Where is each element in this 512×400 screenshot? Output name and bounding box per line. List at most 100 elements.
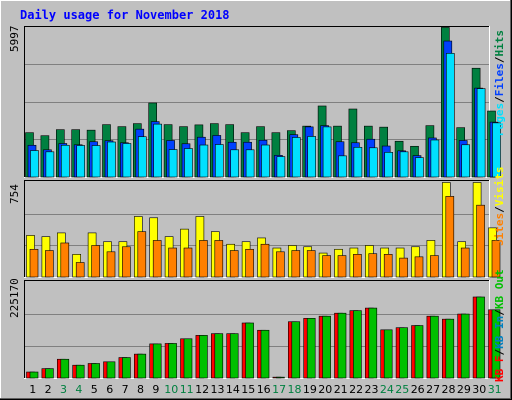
day-label-13: 13	[211, 383, 225, 396]
kbout-bar	[106, 361, 116, 379]
sites-bar	[368, 253, 378, 278]
legend-kb: KB F/KB In/KB Out	[493, 269, 506, 382]
pages-bar	[168, 149, 178, 178]
kbout-bar	[214, 333, 224, 379]
day-label-6: 6	[106, 383, 113, 396]
day-label-2: 2	[45, 383, 52, 396]
kbout-bar	[276, 376, 285, 379]
kbout-bar	[476, 296, 485, 379]
kbout-bar	[60, 358, 70, 379]
day-label-22: 22	[349, 383, 363, 396]
sites-bar	[137, 231, 147, 278]
sites-bar	[45, 250, 54, 278]
sites-bar	[414, 256, 424, 278]
legend-text: Pages/Files/Hits	[493, 30, 506, 136]
day-label-25: 25	[395, 383, 409, 396]
legend-pages-files-hits: Pages/Files/Hits	[493, 30, 506, 136]
day-label-4: 4	[75, 383, 82, 396]
day-label-21: 21	[334, 383, 348, 396]
pages-bar	[91, 145, 101, 178]
day-label-29: 29	[457, 383, 471, 396]
sites-bar	[491, 240, 501, 278]
pages-bar	[415, 157, 424, 178]
sites-bar	[60, 242, 70, 278]
day-label-7: 7	[122, 383, 129, 396]
kbout-bar	[306, 318, 316, 379]
legend-entry: /	[493, 309, 506, 316]
kbout-bar	[45, 368, 54, 379]
legend-text: Sites/Visits	[493, 167, 506, 247]
legend-entry: Hits	[493, 30, 506, 57]
kbout-bar	[322, 315, 331, 379]
kbout-bar	[75, 364, 85, 379]
pages-bar	[153, 123, 162, 178]
legend-entry: Pages	[493, 103, 506, 136]
kbout-bar	[137, 353, 147, 379]
legend-entry: KB F	[493, 356, 506, 383]
pages-bar	[76, 145, 85, 178]
kbout-bar	[399, 327, 408, 379]
day-label-18: 18	[288, 383, 302, 396]
pages-bar	[30, 150, 39, 178]
pages-bar	[307, 136, 317, 178]
day-label-30: 30	[472, 383, 486, 396]
legend-entry: /	[493, 96, 506, 103]
sites-bar	[353, 254, 362, 278]
sites-bar	[399, 257, 408, 278]
sites-bar	[214, 240, 224, 278]
pages-bar	[215, 144, 224, 178]
pages-bar	[45, 151, 55, 178]
sites-bar	[106, 251, 116, 278]
day-label-27: 27	[426, 383, 440, 396]
sites-bar	[229, 250, 239, 278]
sites-bar	[306, 250, 316, 278]
sites-bar	[29, 248, 39, 278]
kbout-bar	[29, 371, 39, 379]
legend-entry: /	[493, 56, 506, 63]
day-label-5: 5	[91, 383, 98, 396]
legend-entry: KB In	[493, 316, 506, 349]
sites-bar	[168, 247, 177, 278]
sites-bar	[276, 251, 285, 278]
day-label-26: 26	[411, 383, 425, 396]
kbout-bar	[183, 338, 193, 379]
day-label-16: 16	[257, 383, 271, 396]
pages-bar	[322, 126, 332, 178]
kbout-bar	[152, 343, 162, 379]
pages-bar	[430, 139, 440, 178]
legend-entry: Sites	[493, 213, 506, 246]
day-label-19: 19	[303, 383, 317, 396]
kbout-bar	[383, 329, 393, 379]
sites-bar	[430, 255, 439, 278]
kbout-bar	[199, 335, 208, 379]
legend-entry: /	[493, 206, 506, 213]
pages-bar	[60, 144, 70, 178]
pages-bar	[368, 147, 378, 178]
hits-ymax-label: 5997	[8, 26, 21, 53]
chart-title: Daily usage for November 2018	[20, 8, 230, 22]
kbout-bar	[414, 325, 424, 379]
kbout-bar	[337, 312, 347, 379]
sites-bar	[476, 204, 485, 278]
kbout-bar	[460, 313, 470, 379]
kbout-bar	[245, 322, 254, 379]
kbout-bar	[491, 309, 501, 379]
kbytes-ymax-label: 225170	[8, 278, 21, 318]
sites-bar	[322, 255, 331, 278]
kbout-bar	[260, 329, 270, 379]
kbout-bar	[291, 321, 301, 379]
pages-bar	[199, 144, 209, 178]
day-label-8: 8	[137, 383, 144, 396]
kbout-bar	[229, 333, 239, 379]
sites-bar	[445, 196, 455, 278]
legend-text: KB F/KB In/KB Out	[493, 269, 506, 382]
day-labels: 1 2 3 4 5 6 7 8 9 10 11 12 13 14 15 16 17 18 19 20 21 22 23 24 2…	[29, 383, 502, 396]
day-label-28: 28	[442, 383, 456, 396]
pages-bar	[338, 155, 347, 178]
pages-bar	[476, 88, 486, 178]
pages-bar	[492, 122, 501, 178]
pages-bar	[445, 53, 455, 178]
legend-entry: Visits	[493, 167, 506, 207]
sites-bar	[260, 243, 270, 278]
sites-bar	[183, 247, 193, 278]
